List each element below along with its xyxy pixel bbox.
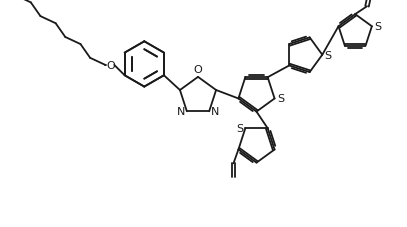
Text: N: N — [177, 107, 185, 117]
Text: O: O — [106, 61, 115, 71]
Text: S: S — [324, 50, 331, 60]
Text: S: S — [236, 124, 243, 134]
Text: O: O — [194, 65, 202, 75]
Text: S: S — [278, 94, 284, 104]
Text: N: N — [211, 107, 219, 117]
Text: S: S — [374, 22, 381, 32]
